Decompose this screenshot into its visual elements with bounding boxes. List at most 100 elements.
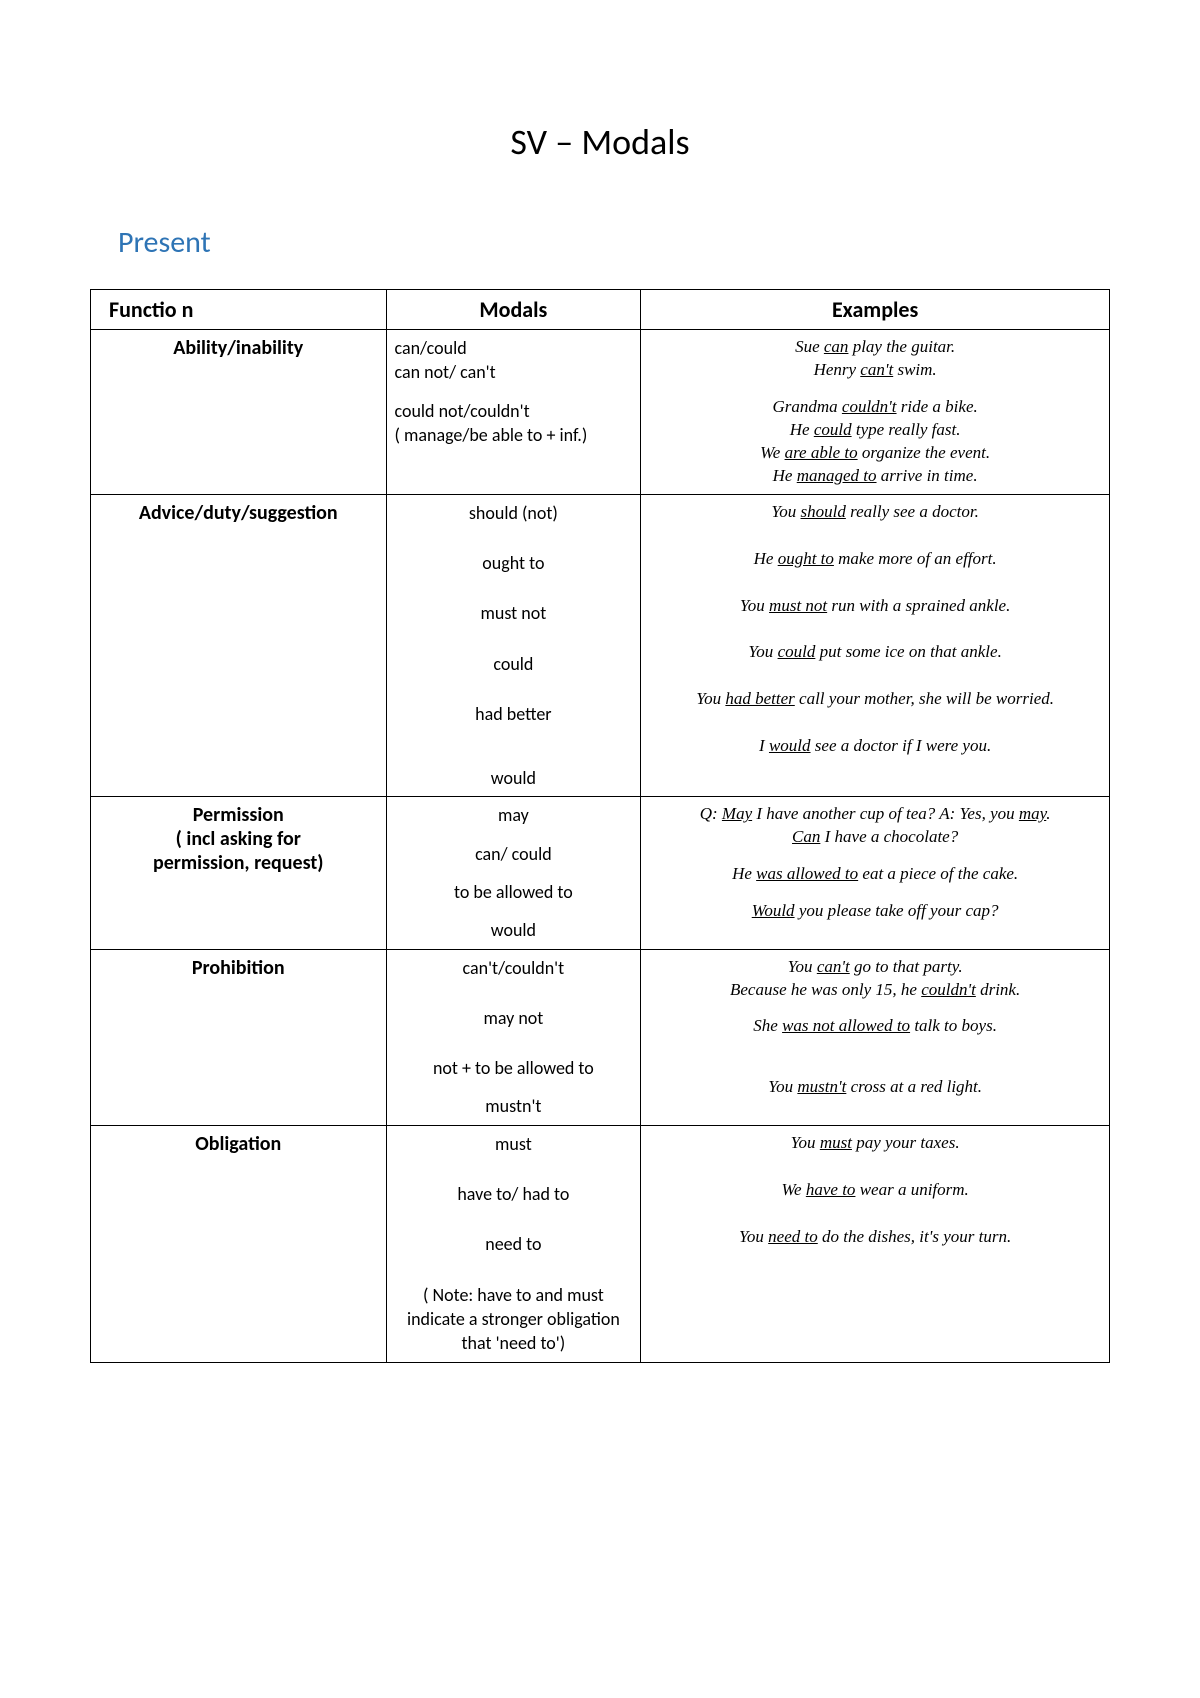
example-modal-underline: could (778, 642, 816, 661)
spacer (397, 866, 631, 880)
table-row: Permission( incl asking forpermission, r… (91, 797, 1110, 949)
table-row: Obligation musthave to/ had toneed to( No… (91, 1125, 1110, 1362)
function-text: Obligation (101, 1132, 376, 1156)
example-text: I would see a doctor if I were you. (651, 735, 1099, 758)
spacer (397, 525, 631, 551)
example-post: talk to boys. (910, 1016, 997, 1035)
cell-function: Ability/inability (91, 330, 387, 495)
modal-text: should (not) (397, 501, 631, 525)
example-pre: He (773, 466, 797, 485)
cell-modals: musthave to/ had toneed to( Note: have t… (386, 1125, 641, 1362)
modal-text: can/could (395, 336, 631, 360)
modal-text: need to (397, 1232, 631, 1256)
modal-text: to be allowed to (397, 880, 631, 904)
example-text: You mustn't cross at a red light. (651, 1076, 1099, 1099)
example-pre: Because he was only 15, he (730, 980, 921, 999)
col-header-examples: Examples (641, 290, 1110, 330)
spacer (397, 980, 631, 1006)
modal-text: ( Note: have to and must indicate a stro… (397, 1283, 631, 1356)
cell-examples: Q: May I have another cup of tea? A: Yes… (641, 797, 1110, 949)
example-post: ride a bike. (897, 397, 978, 416)
example-modal-underline: Would (752, 901, 795, 920)
modal-text: can/ could (397, 842, 631, 866)
spacer (651, 617, 1099, 641)
example-text: You must not run with a sprained ankle. (651, 595, 1099, 618)
spacer (651, 382, 1099, 396)
example-pre: He (754, 549, 778, 568)
example-modal-underline: should (801, 502, 846, 521)
example-post: run with a sprained ankle. (827, 596, 1010, 615)
example-pre: She (753, 1016, 782, 1035)
spacer (397, 1206, 631, 1232)
example-pre: We (760, 443, 784, 462)
spacer (651, 711, 1099, 735)
example-post: do the dishes, it's your turn. (818, 1227, 1011, 1246)
example-modal-underline: have to (806, 1180, 856, 1199)
table-row: Ability/inabilitycan/couldcan not/ can't… (91, 330, 1110, 495)
example-text: You need to do the dishes, it's your tur… (651, 1226, 1099, 1249)
example-modal-underline: ought to (778, 549, 834, 568)
spacer (397, 1030, 631, 1056)
modal-text: had better (397, 702, 631, 726)
function-text: Permission (101, 803, 376, 827)
function-text: Prohibition (101, 956, 376, 980)
modal-text: could (397, 652, 631, 676)
example-pre: He (732, 864, 756, 883)
spacer (397, 1080, 631, 1094)
table-row: Advice/duty/suggestion should (not) ought … (91, 494, 1110, 797)
example-post: . (1046, 804, 1050, 823)
example-post: cross at a red light. (846, 1077, 982, 1096)
example-text: Q: May I have another cup of tea? A: Yes… (651, 803, 1099, 826)
example-pre: Henry (814, 360, 861, 379)
example-pre: You (740, 596, 769, 615)
example-modal-underline: need to (768, 1227, 818, 1246)
example-modal-underline: may (1019, 804, 1046, 823)
modal-text: can not/ can't (395, 360, 631, 384)
example-post: go to that party. (850, 957, 963, 976)
example-text: Because he was only 15, he couldn't drin… (651, 979, 1099, 1002)
modal-text: can't/couldn't (397, 956, 631, 980)
example-post: pay your taxes. (852, 1133, 960, 1152)
modal-text: must not (397, 601, 631, 625)
example-text: Sue can play the guitar. (651, 336, 1099, 359)
example-modal-underline: was allowed to (756, 864, 858, 883)
example-post: play the guitar. (848, 337, 955, 356)
example-post: eat a piece of the cake. (858, 864, 1018, 883)
modal-text: would (397, 918, 631, 942)
spacer (397, 726, 631, 752)
modal-text: would (397, 766, 631, 790)
spacer (397, 676, 631, 702)
example-modal-underline: had better (725, 689, 794, 708)
example-pre: We (781, 1180, 805, 1199)
function-text: permission, request) (101, 851, 376, 875)
example-modal-underline: can't (817, 957, 850, 976)
cell-examples: Sue can play the guitar.Henry can't swim… (641, 330, 1110, 495)
example-text: You had better call your mother, she wil… (651, 688, 1099, 711)
spacer (651, 1062, 1099, 1076)
modal-text: must (397, 1132, 631, 1156)
example-modal-underline: managed to (797, 466, 877, 485)
table-row: Prohibitioncan't/couldn'tmay notnot + to… (91, 949, 1110, 1125)
example-text: We are able to organize the event. (651, 442, 1099, 465)
cell-function: Permission( incl asking forpermission, r… (91, 797, 387, 949)
example-pre: Q: (700, 804, 722, 823)
col-header-modals: Modals (386, 290, 641, 330)
cell-function: Prohibition (91, 949, 387, 1125)
example-text: Grandma couldn't ride a bike. (651, 396, 1099, 419)
cell-modals: can/couldcan not/ can'tcould not/couldn'… (386, 330, 641, 495)
example-modal-underline: can (824, 337, 849, 356)
function-text: ( incl asking for (101, 827, 376, 851)
example-post: I have a chocolate? (820, 827, 958, 846)
example-modal-underline: must not (769, 596, 827, 615)
example-pre: You (788, 957, 817, 976)
example-pre: Grandma (772, 397, 841, 416)
cell-examples: You should really see a doctor.He ought … (641, 494, 1110, 797)
spacer (395, 447, 631, 461)
example-post: you please take off your cap? (795, 901, 999, 920)
spacer (651, 1155, 1099, 1179)
example-text: Henry can't swim. (651, 359, 1099, 382)
example-modal-underline: couldn't (842, 397, 897, 416)
table-body: Ability/inabilitycan/couldcan not/ can't… (91, 330, 1110, 1363)
example-modal-underline: mustn't (797, 1077, 846, 1096)
function-text: Advice/duty/suggestion (101, 501, 376, 525)
